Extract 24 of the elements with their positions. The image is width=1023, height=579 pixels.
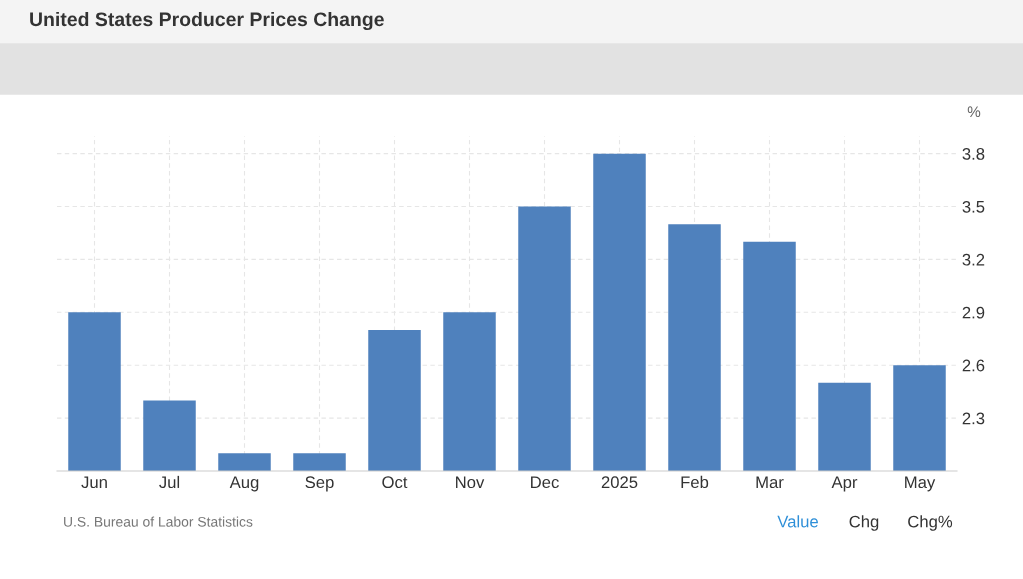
y-tick-label: 3.8 [962,148,985,160]
y-tick-label: 2.6 [962,359,985,372]
x-tick-label: Nov [456,476,485,489]
x-tick-label: May [905,476,936,492]
x-tick-label: Sep [305,476,334,492]
x-tick-label: Mar [756,476,784,489]
text: Chg% [908,515,953,531]
chart-title: United States Producer Prices Change [30,11,384,31]
x-tick-label: Dec [531,476,559,489]
x-tick-label: Feb [681,475,709,489]
x-tick-label: Jul [159,475,180,489]
text: Value [777,515,818,528]
x-tick-label: Aug [229,476,259,492]
x-tick-label: Oct [382,476,408,489]
y-tick-label: 2.3 [962,412,985,425]
y-tick-label: 2.9 [962,306,985,319]
x-tick-label: 2025 [601,476,638,489]
x-tick-label: Jun [81,476,107,489]
y-tick-label: 3.5 [962,200,985,213]
text: Chg [849,515,879,531]
text: U.S. Bureau of Labor Statistics [64,516,253,527]
y-tick-label: 3.2 [962,253,985,266]
y-axis-title: % [967,106,981,118]
x-tick-label: Apr [831,476,858,492]
